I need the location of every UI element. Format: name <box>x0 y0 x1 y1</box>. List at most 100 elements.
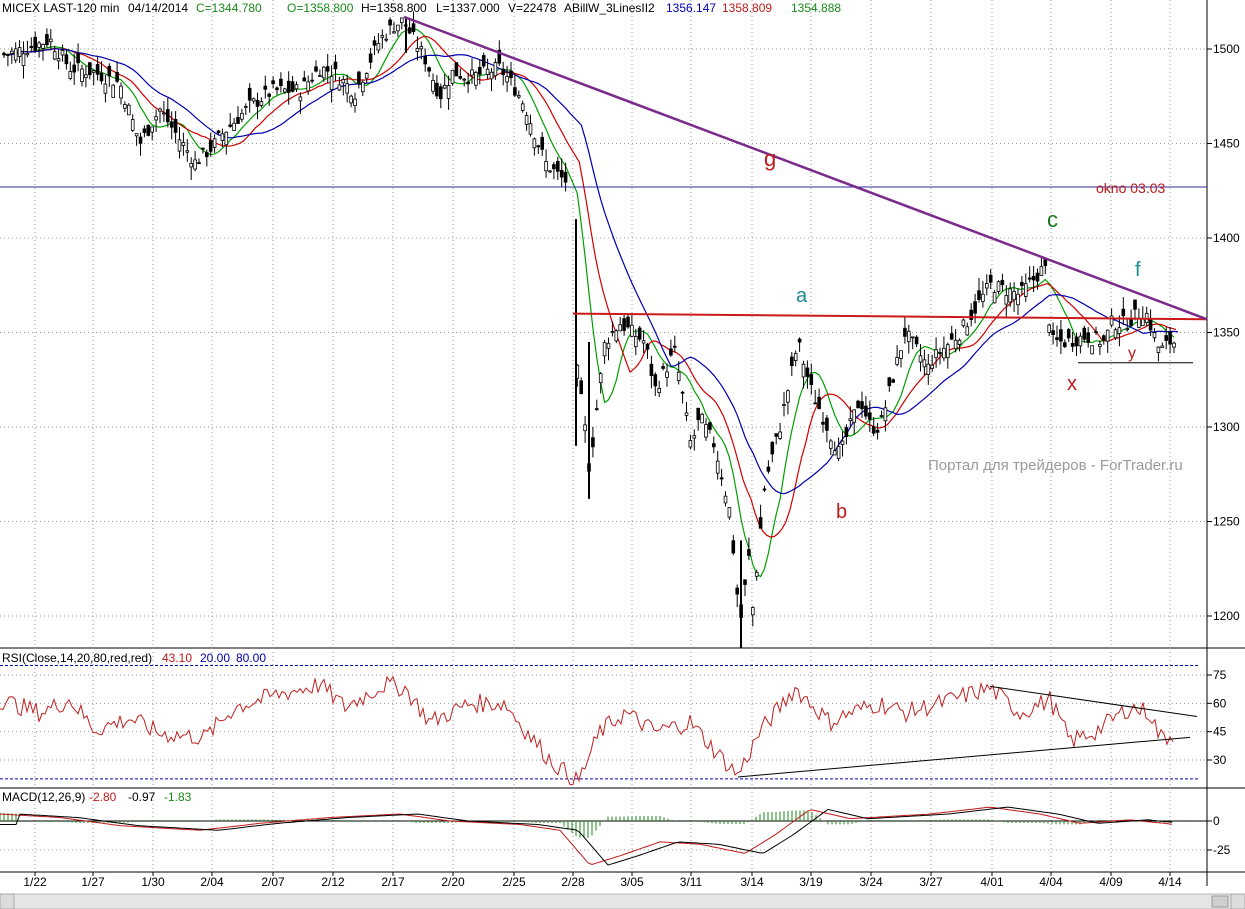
candle-body <box>614 330 619 342</box>
candle <box>973 293 977 324</box>
candle <box>969 303 973 327</box>
candle-body <box>1113 329 1118 339</box>
candle <box>337 76 342 91</box>
x-tick-label: 1/30 <box>141 875 165 889</box>
scroll-right-button[interactable] <box>1230 893 1245 909</box>
candle-body <box>321 66 326 79</box>
candle <box>922 349 927 376</box>
candle-body <box>875 429 880 433</box>
candle <box>981 281 985 308</box>
x-tick-label: 3/14 <box>740 875 764 889</box>
candle <box>380 29 385 49</box>
candle-body <box>294 84 299 90</box>
candle-body <box>474 71 478 86</box>
candle <box>704 418 708 441</box>
candle <box>318 69 322 77</box>
scroll-left-button[interactable] <box>0 893 15 909</box>
candle <box>579 377 583 395</box>
candle-body <box>1125 328 1130 331</box>
candle <box>212 134 217 153</box>
candle <box>1117 315 1122 347</box>
candle-body <box>158 108 162 112</box>
candle-body <box>704 424 708 438</box>
candle-body <box>751 607 755 616</box>
candle-body <box>220 133 225 141</box>
macd-signal-line <box>0 806 1173 866</box>
candle-body <box>836 445 841 459</box>
candle <box>899 350 903 368</box>
candle-body <box>864 405 868 417</box>
candle <box>809 363 814 395</box>
rsi-value: 43.10 <box>162 651 192 665</box>
candle <box>552 162 556 180</box>
candle-body <box>177 139 182 152</box>
candle-body <box>142 128 147 133</box>
candle <box>653 372 658 396</box>
candle-body <box>727 507 732 518</box>
horizontal-scrollbar[interactable] <box>0 893 1245 909</box>
candle-body <box>181 142 186 146</box>
candle <box>758 504 763 529</box>
candle <box>431 73 435 95</box>
x-tick-label: 1/22 <box>23 875 47 889</box>
candle-body <box>485 68 490 75</box>
candle <box>891 378 895 384</box>
neckline-red <box>572 312 1208 321</box>
candle-body <box>275 87 279 91</box>
candle <box>786 389 790 415</box>
candle <box>1012 282 1016 312</box>
candle <box>536 144 541 154</box>
candle-body <box>840 440 845 445</box>
candle-body <box>368 53 373 63</box>
candle <box>411 11 416 35</box>
candle-body <box>318 75 322 77</box>
candle-body <box>630 324 634 337</box>
x-tick-label: 4/14 <box>1158 875 1182 889</box>
candle <box>1113 327 1118 341</box>
candle-body <box>801 363 806 378</box>
candle <box>399 17 404 30</box>
candle <box>1000 273 1005 292</box>
candle-body <box>992 292 997 304</box>
candle <box>134 133 139 146</box>
candle-body <box>805 367 810 377</box>
candle <box>914 335 919 348</box>
candle <box>700 412 704 424</box>
candle <box>279 72 283 93</box>
candle-body <box>138 136 143 144</box>
candle-body <box>1043 259 1048 267</box>
candle-body <box>680 391 685 394</box>
candle-body <box>267 93 271 97</box>
candle <box>715 450 720 480</box>
candle <box>708 421 712 434</box>
candle-body <box>813 402 817 405</box>
candle-body <box>1055 337 1059 341</box>
candle <box>793 350 798 367</box>
candle <box>91 69 96 86</box>
candle <box>1078 332 1083 354</box>
candle <box>797 337 802 352</box>
x-tick-label: 3/05 <box>620 875 644 889</box>
rsi-tick-label: 30 <box>1213 753 1227 767</box>
candle <box>193 150 197 172</box>
scrollbar-thumb[interactable] <box>1211 895 1229 908</box>
candle <box>169 111 174 140</box>
wave-label-f: f <box>1135 259 1141 281</box>
candle-body <box>21 53 26 67</box>
candle-body <box>860 401 864 410</box>
candle <box>1063 339 1067 349</box>
candle <box>485 58 490 80</box>
candle-body <box>914 336 919 345</box>
rsi-high-level: 80.00 <box>236 651 266 665</box>
candle-body <box>372 40 377 46</box>
candle-body <box>1109 315 1114 326</box>
candle-body <box>1031 275 1036 281</box>
candle <box>649 355 654 389</box>
candle <box>996 280 1001 295</box>
candle-body <box>708 422 712 430</box>
candle <box>1172 341 1176 353</box>
candle-body <box>606 342 611 349</box>
candle <box>240 108 244 123</box>
candle-body <box>723 495 728 504</box>
wave-label-b: b <box>836 501 847 523</box>
